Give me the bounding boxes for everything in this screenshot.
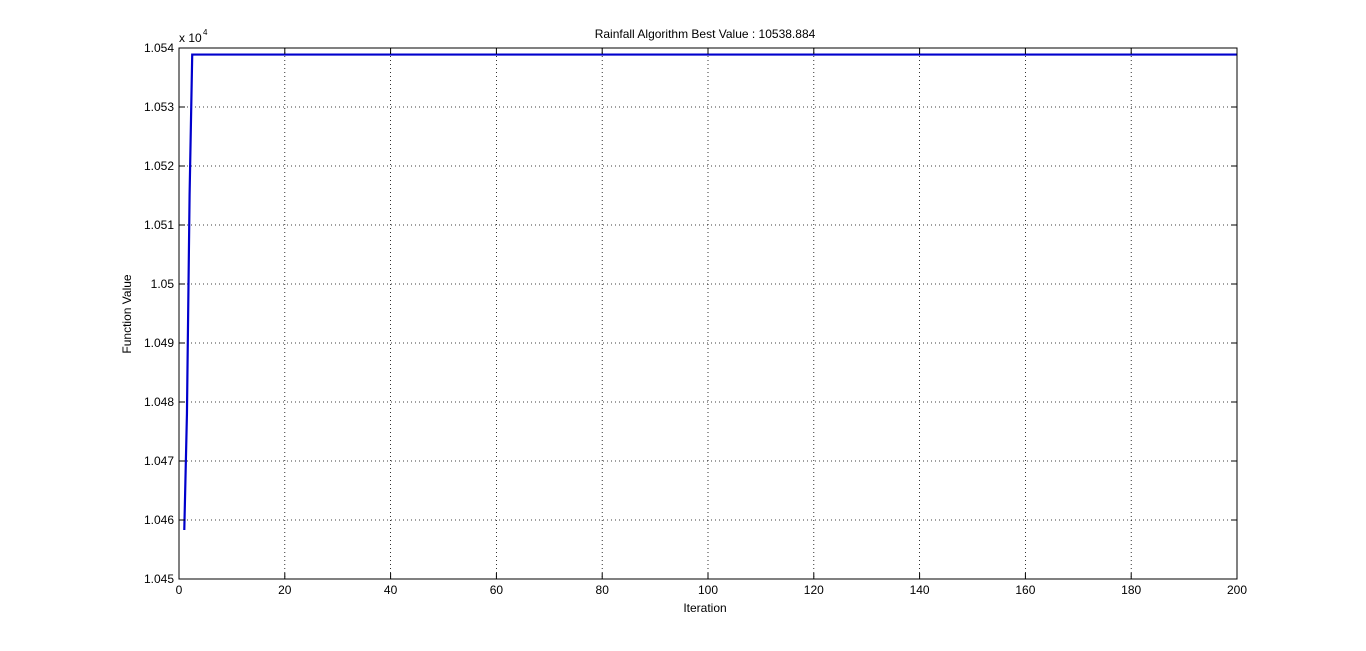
x-tick-label: 140 — [910, 583, 930, 597]
x-tick-label: 60 — [490, 583, 504, 597]
y-tick-label: 1.054 — [144, 41, 174, 55]
x-tick-label: 200 — [1227, 583, 1247, 597]
y-tick-label: 1.047 — [144, 454, 174, 468]
grid — [179, 48, 1237, 579]
tick-marks — [178, 47, 1238, 580]
x-tick-label: 0 — [176, 583, 183, 597]
chart-title: Rainfall Algorithm Best Value : 10538.88… — [595, 27, 816, 41]
series-line — [183, 53, 1237, 531]
y-tick-label: 1.05 — [151, 277, 175, 291]
y-tick-label: 1.045 — [144, 572, 174, 586]
x-tick-labels: 0 20 40 60 80 100 120 140 160 180 200 — [176, 583, 1248, 597]
y-tick-label: 1.048 — [144, 395, 174, 409]
x-tick-label: 80 — [596, 583, 610, 597]
y-tick-labels: 1.045 1.046 1.047 1.048 1.049 1.05 1.051 1.052 1… — [144, 41, 174, 586]
y-tick-label: 1.053 — [144, 100, 174, 114]
series — [183, 53, 1237, 531]
x-axis-label: Iteration — [683, 601, 726, 615]
y-exponent-power: 4 — [203, 28, 208, 37]
x-tick-label: 40 — [384, 583, 398, 597]
y-exponent-base: x 10 — [179, 31, 202, 45]
y-tick-label: 1.049 — [144, 336, 174, 350]
x-tick-label: 120 — [804, 583, 824, 597]
x-tick-label: 20 — [278, 583, 292, 597]
y-tick-label: 1.052 — [144, 159, 174, 173]
x-tick-label: 100 — [698, 583, 718, 597]
x-tick-label: 160 — [1015, 583, 1035, 597]
plot-background — [179, 48, 1237, 579]
y-axis-label: Function Value — [120, 274, 134, 353]
y-tick-label: 1.051 — [144, 218, 174, 232]
y-tick-label: 1.046 — [144, 513, 174, 527]
x-tick-label: 180 — [1121, 583, 1141, 597]
